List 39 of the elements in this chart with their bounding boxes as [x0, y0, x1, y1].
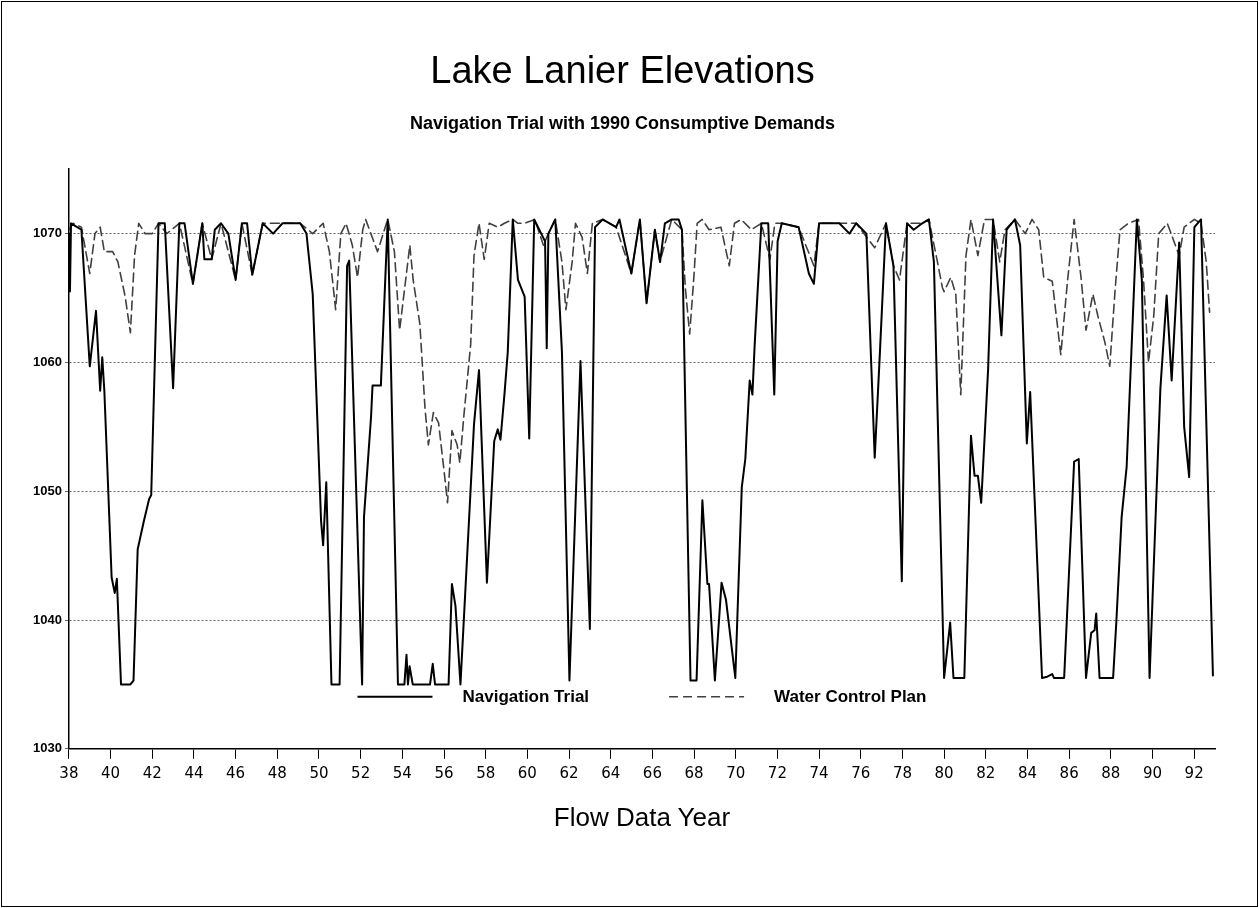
- x-tick-label: 80: [934, 763, 954, 782]
- legend-label: Navigation Trial: [462, 687, 590, 707]
- x-tick-label: 56: [434, 763, 454, 782]
- y-tick-label: 1050: [33, 482, 62, 498]
- x-tick-label: 38: [59, 763, 79, 782]
- x-tick-label: 48: [267, 763, 287, 782]
- x-tick-label: 76: [851, 763, 871, 782]
- x-tick-label: 58: [476, 763, 496, 782]
- x-tick-label: 72: [767, 763, 787, 782]
- x-tick-label: 60: [517, 763, 537, 782]
- x-tick-label: 52: [351, 763, 371, 782]
- y-tick-label: 1030: [33, 740, 62, 756]
- x-tick-label: 66: [642, 763, 662, 782]
- x-tick-label: 54: [392, 763, 412, 782]
- x-tick-label: 74: [809, 763, 829, 782]
- x-tick-label: 40: [101, 763, 121, 782]
- line-series: [68, 218, 1211, 504]
- x-tick-label: 78: [892, 763, 912, 782]
- x-tick-label: 86: [1059, 763, 1079, 782]
- chart-title: Lake Lanier Elevations: [430, 49, 815, 92]
- x-tick-label: 44: [184, 763, 204, 782]
- x-tick-label: 92: [1184, 763, 1204, 782]
- x-tick-label: 46: [226, 763, 246, 782]
- x-tick-label: 68: [684, 763, 704, 782]
- x-tick-label: 42: [142, 763, 162, 782]
- chart-subtitle: Navigation Trial with 1990 Consumptive Demands: [409, 113, 836, 134]
- x-tick-label: 64: [601, 763, 621, 782]
- x-tick-label: 84: [1017, 763, 1038, 782]
- x-tick-label: 88: [1101, 763, 1121, 782]
- y-tick-label: 1040: [33, 611, 62, 627]
- x-tick-label: 82: [976, 763, 996, 782]
- x-axis-title: Flow Data Year: [553, 801, 731, 832]
- x-tick-label: 62: [559, 763, 579, 782]
- y-tick-label: 1060: [33, 353, 62, 369]
- x-tick-label: 70: [726, 763, 746, 782]
- legend-label: Water Control Plan: [774, 687, 927, 707]
- x-tick-label: 50: [309, 763, 329, 782]
- y-tick-label: 1070: [33, 225, 62, 241]
- x-tick-label: 90: [1142, 763, 1163, 782]
